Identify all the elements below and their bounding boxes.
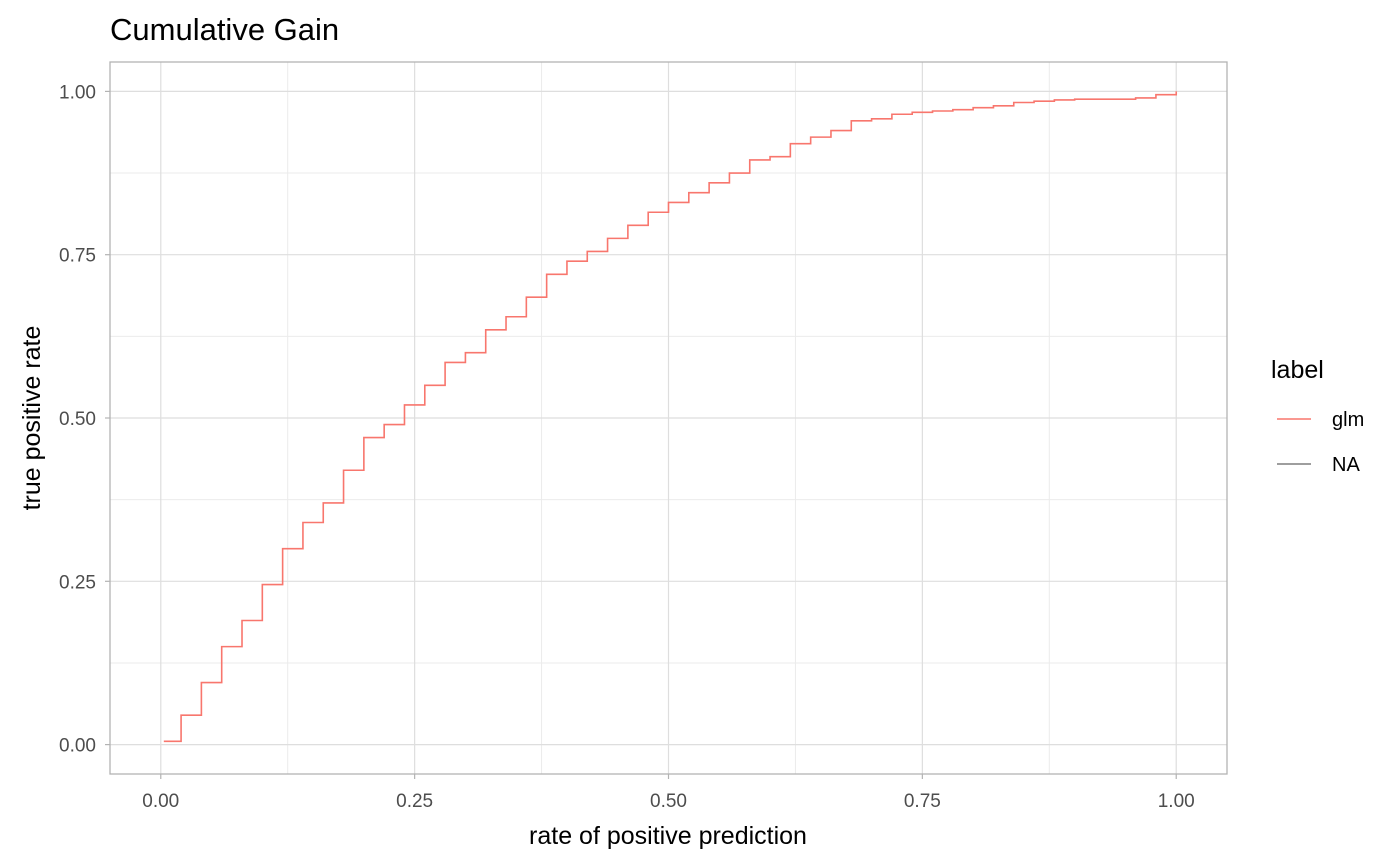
x-tick-label-4: 1.00 (1158, 791, 1195, 812)
grid-layer (110, 62, 1227, 774)
y-axis-title: true positive rate (18, 326, 46, 511)
legend-entries: glm NA (1277, 409, 1364, 476)
y-tick-label-3: 0.75 (59, 246, 96, 267)
x-tick-label-2: 0.50 (650, 791, 687, 812)
x-tick-label-0: 0.00 (142, 791, 179, 812)
y-tick-label-0: 0.00 (59, 736, 96, 757)
y-tick-label-4: 1.00 (59, 82, 96, 103)
series-line-glm (163, 91, 1178, 743)
legend-label-glm: glm (1332, 409, 1364, 431)
x-axis-title: rate of positive prediction (529, 822, 807, 850)
x-tick-label-1: 0.25 (396, 791, 433, 812)
legend: label glm NA (1271, 356, 1364, 476)
legend-title: label (1271, 356, 1324, 384)
y-tick-label-1: 0.25 (59, 572, 96, 593)
tick-layer: 0.00 0.25 0.50 0.75 1.00 0.00 0.25 0.50 0.75 1.00 (59, 82, 1195, 812)
x-tick-label-3: 0.75 (904, 791, 941, 812)
chart-title: Cumulative Gain (110, 12, 339, 47)
legend-label-na: NA (1332, 454, 1360, 476)
y-tick-label-2: 0.50 (59, 409, 96, 430)
